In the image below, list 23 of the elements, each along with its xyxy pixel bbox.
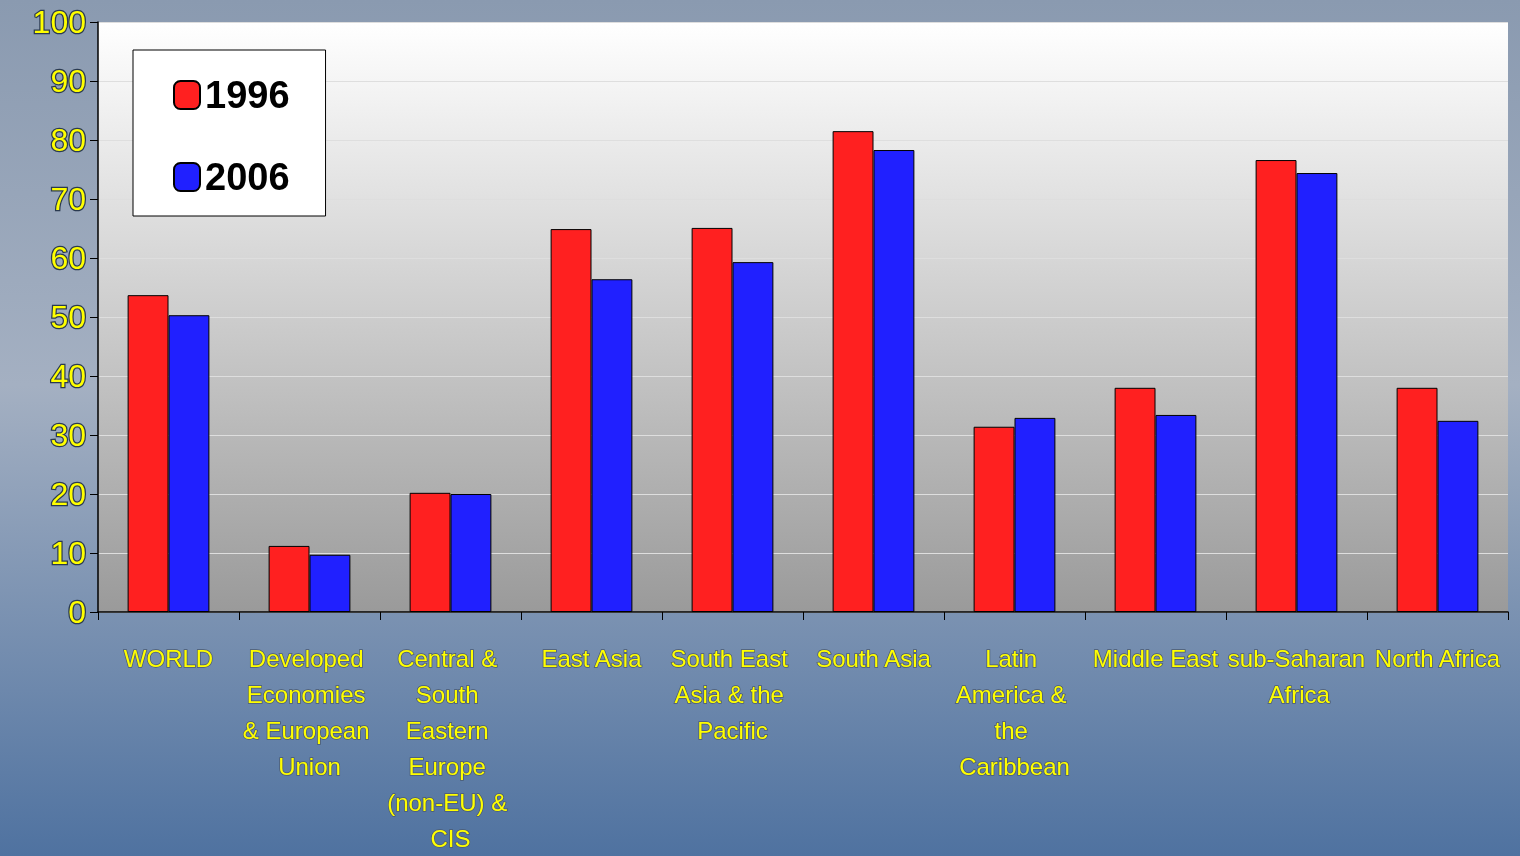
- y-tick-label: 50: [50, 299, 86, 335]
- y-tick-label: 10: [50, 535, 86, 571]
- x-tick-label: South East Asia & the Pacific: [670, 644, 795, 744]
- x-tick-label: sub-Saharan Africa: [1227, 644, 1366, 708]
- y-tick-label: 90: [50, 63, 86, 99]
- x-tick-label: Middle East: [1092, 644, 1219, 672]
- x-tick-label: WORLD: [123, 644, 214, 672]
- x-tick-label: South Asia: [816, 644, 932, 672]
- y-tick-label: 0: [68, 594, 86, 630]
- legend-label: 2006: [205, 156, 290, 198]
- y-tick-label: 30: [50, 417, 86, 453]
- y-tick-label: 60: [50, 240, 86, 276]
- x-tick-label: Developed Economies & European Union: [242, 644, 377, 780]
- x-tick-label: East Asia: [541, 644, 643, 672]
- y-tick-label: 20: [50, 476, 86, 512]
- x-tick-label: North Africa: [1374, 644, 1501, 672]
- y-tick-label: 80: [50, 122, 86, 158]
- y-tick-label: 40: [50, 358, 86, 394]
- x-tick-label: Central & South Eastern Europe (non-EU) & CIS: [387, 644, 514, 852]
- y-tick-label: 100: [32, 4, 86, 40]
- legend-label: 1996: [205, 74, 290, 116]
- x-tick-label: Latin America & the Caribbean: [955, 644, 1074, 780]
- y-tick-label: 70: [50, 181, 86, 217]
